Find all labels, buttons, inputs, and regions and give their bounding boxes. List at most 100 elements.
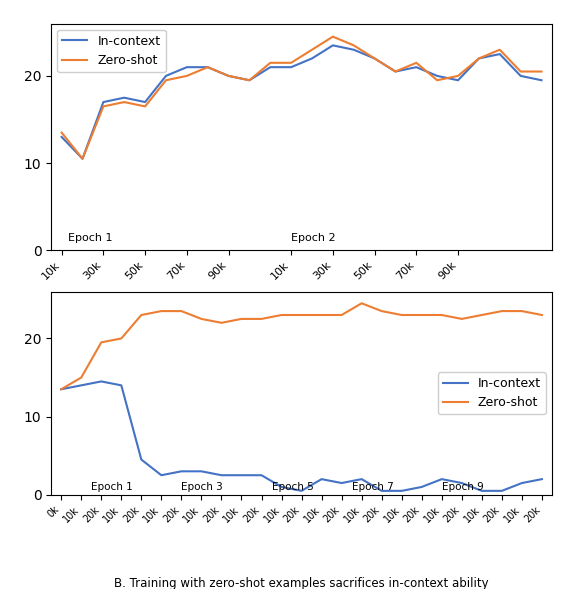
In-context [258, 472, 265, 479]
Legend: In-context, Zero-shot: In-context, Zero-shot [57, 30, 166, 72]
In-context [100, 98, 107, 105]
Zero-shot [338, 312, 345, 319]
In-context [538, 77, 545, 84]
Zero-shot [138, 312, 145, 319]
In-context [78, 382, 85, 389]
In-context [138, 456, 145, 463]
Zero-shot [517, 68, 524, 75]
In-context [498, 487, 505, 494]
Zero-shot [163, 77, 170, 84]
Zero-shot [318, 312, 325, 319]
In-context [278, 484, 285, 491]
Zero-shot [218, 319, 225, 326]
Zero-shot [204, 64, 211, 71]
Zero-shot [413, 59, 420, 67]
In-context [163, 72, 170, 80]
Line: Zero-shot: Zero-shot [61, 303, 542, 389]
Zero-shot [198, 315, 205, 322]
In-context [238, 472, 245, 479]
In-context [178, 468, 185, 475]
In-context [338, 479, 345, 487]
Zero-shot [371, 55, 378, 62]
Zero-shot [498, 307, 505, 315]
In-context [459, 479, 465, 487]
Zero-shot [438, 312, 445, 319]
In-context [371, 55, 378, 62]
In-context [218, 472, 225, 479]
Zero-shot [258, 315, 265, 322]
In-context [518, 479, 525, 487]
In-context [392, 68, 399, 75]
Zero-shot [455, 72, 461, 80]
Zero-shot [398, 312, 405, 319]
Line: In-context: In-context [61, 382, 542, 491]
Zero-shot [358, 300, 365, 307]
In-context [204, 64, 211, 71]
In-context [398, 487, 405, 494]
Zero-shot [298, 312, 305, 319]
Zero-shot [142, 103, 149, 110]
In-context [434, 72, 440, 80]
Zero-shot [538, 312, 545, 319]
In-context [351, 46, 357, 53]
In-context [121, 94, 127, 101]
Zero-shot [392, 68, 399, 75]
Zero-shot [518, 307, 525, 315]
Line: Zero-shot: Zero-shot [61, 37, 542, 159]
Zero-shot [378, 307, 385, 315]
Zero-shot [434, 77, 440, 84]
In-context [98, 378, 105, 385]
Zero-shot [225, 72, 232, 80]
Legend: In-context, Zero-shot: In-context, Zero-shot [438, 372, 546, 414]
Zero-shot [459, 315, 465, 322]
In-context [58, 134, 65, 141]
In-context [58, 386, 65, 393]
X-axis label: B. Training with zero-shot examples sacrifices in-context ability
and only induc: B. Training with zero-shot examples sacr… [114, 577, 489, 589]
Zero-shot [418, 312, 425, 319]
In-context [476, 55, 483, 62]
In-context [158, 472, 165, 479]
Zero-shot [178, 307, 185, 315]
Zero-shot [538, 68, 545, 75]
Zero-shot [476, 55, 483, 62]
In-context [79, 155, 86, 163]
In-context [538, 475, 545, 482]
Zero-shot [267, 59, 274, 67]
Zero-shot [121, 98, 127, 105]
In-context [298, 487, 305, 494]
In-context [358, 475, 365, 482]
Zero-shot [58, 386, 65, 393]
Text: Epoch 1: Epoch 1 [68, 233, 113, 243]
In-context [198, 468, 205, 475]
Zero-shot [118, 335, 125, 342]
In-context [418, 484, 425, 491]
Zero-shot [479, 312, 485, 319]
In-context [183, 64, 190, 71]
In-context [308, 55, 315, 62]
Zero-shot [288, 59, 295, 67]
Text: Epoch 9: Epoch 9 [442, 482, 484, 492]
In-context [438, 475, 445, 482]
In-context [496, 51, 503, 58]
In-context [118, 382, 125, 389]
Zero-shot [308, 46, 315, 53]
In-context [225, 72, 232, 80]
In-context [455, 77, 461, 84]
Zero-shot [351, 42, 357, 49]
In-context [267, 64, 274, 71]
In-context [517, 72, 524, 80]
In-context [288, 64, 295, 71]
In-context [479, 487, 485, 494]
Zero-shot [496, 46, 503, 53]
In-context [329, 42, 336, 49]
Zero-shot [246, 77, 253, 84]
X-axis label: A. Training with in-context examples induces both in-context and
zero-shot abili: A. Training with in-context examples ind… [109, 335, 494, 362]
Text: Epoch 2: Epoch 2 [291, 233, 336, 243]
In-context [142, 98, 149, 105]
In-context [413, 64, 420, 71]
Text: Epoch 1: Epoch 1 [91, 482, 133, 492]
Zero-shot [183, 72, 190, 80]
Zero-shot [158, 307, 165, 315]
Zero-shot [78, 374, 85, 381]
Zero-shot [238, 315, 245, 322]
